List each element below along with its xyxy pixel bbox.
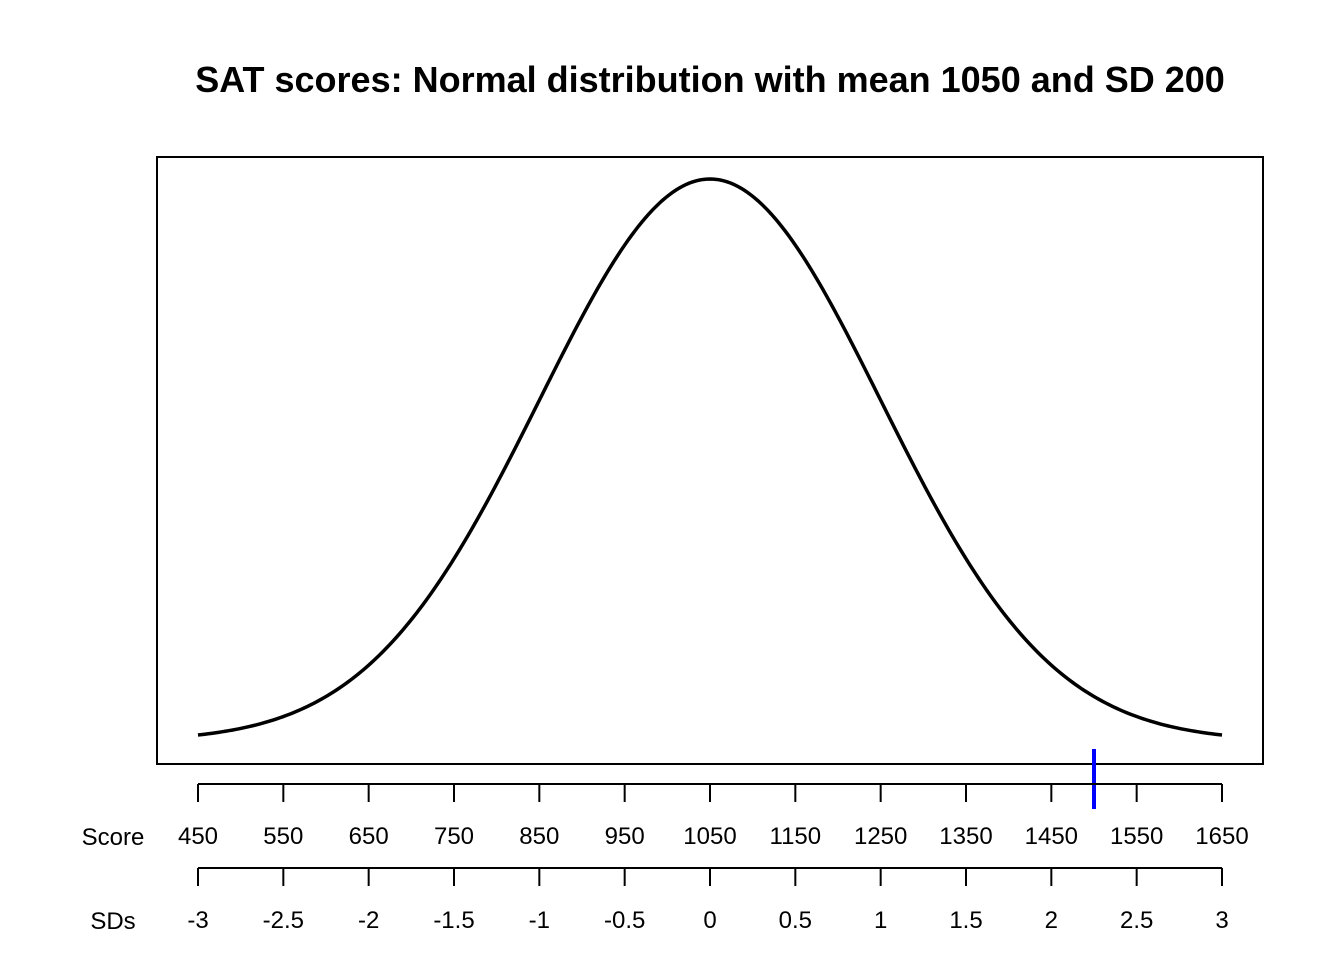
tick-label: -1.5 bbox=[433, 907, 474, 934]
tick-label: 550 bbox=[263, 823, 303, 850]
tick-label: 1 bbox=[874, 907, 887, 934]
tick-label: -3 bbox=[187, 907, 208, 934]
tick-label: 1250 bbox=[854, 823, 907, 850]
axis-score: 450 550 650 750 850 950 1050 1150 1250 1350 1450 15… bbox=[82, 783, 1249, 851]
plot-frame bbox=[156, 156, 1264, 765]
axis-name: Score bbox=[82, 824, 145, 851]
chart-title: SAT scores: Normal distribution with mea… bbox=[195, 59, 1225, 100]
tick-label: -2.5 bbox=[263, 907, 304, 934]
tick-label: 1650 bbox=[1195, 823, 1248, 850]
tick-label: -1 bbox=[529, 907, 550, 934]
axes: 450 550 650 750 850 950 1050 1150 1250 1350 1450 15… bbox=[82, 749, 1249, 935]
plot-area bbox=[197, 177, 1223, 737]
tick-label: 1.5 bbox=[949, 907, 982, 934]
tick-label: 850 bbox=[519, 823, 559, 850]
axis-sds: -3 -2.5 -2 -1.5 -1 -0.5 0 0.5 1 1.5 2 2.5 3 SDs bbox=[90, 867, 1229, 935]
tick-label: 1350 bbox=[939, 823, 992, 850]
tick-label: 950 bbox=[605, 823, 645, 850]
tick-label: 1450 bbox=[1025, 823, 1078, 850]
tick-label: 750 bbox=[434, 823, 474, 850]
tick-label: 450 bbox=[178, 823, 218, 850]
tick-label: 650 bbox=[349, 823, 389, 850]
tick-label: 0 bbox=[703, 907, 716, 934]
tick-label: 2.5 bbox=[1120, 907, 1153, 934]
tick-label: -2 bbox=[358, 907, 379, 934]
tick-label: 1050 bbox=[683, 823, 736, 850]
density-curve bbox=[197, 177, 1223, 737]
tick-label: -0.5 bbox=[604, 907, 645, 934]
tick-label: 3 bbox=[1215, 907, 1228, 934]
tick-label: 1550 bbox=[1110, 823, 1163, 850]
tick-label: 0.5 bbox=[779, 907, 812, 934]
tick-label: 1150 bbox=[770, 823, 822, 850]
axis-name: SDs bbox=[90, 908, 135, 935]
tick-label: 2 bbox=[1045, 907, 1058, 934]
